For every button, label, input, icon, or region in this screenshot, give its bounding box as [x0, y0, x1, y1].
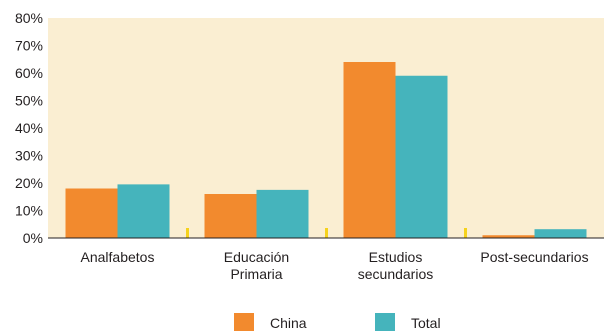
x-category-label: Educación [224, 249, 289, 265]
category-separator [186, 228, 189, 238]
bar-china [343, 62, 396, 238]
category-separator [464, 228, 467, 238]
y-tick-label: 20% [15, 175, 43, 191]
y-tick-label: 0% [23, 230, 43, 246]
legend-swatch-china [234, 313, 254, 331]
legend-label-china: China [270, 315, 307, 331]
y-tick-label: 30% [15, 148, 43, 164]
legend-swatch-total [375, 313, 395, 331]
x-category-label: Analfabetos [81, 249, 155, 265]
bar-total [256, 189, 309, 238]
x-category-label: Estudios [369, 249, 423, 265]
x-category-label: Primaria [230, 266, 282, 282]
x-category-label: secundarios [358, 266, 434, 282]
category-separator [325, 228, 328, 238]
bar-total [395, 75, 448, 238]
bar-china [65, 188, 118, 238]
bar-total [117, 184, 170, 238]
x-category-label: Post-secundarios [480, 249, 588, 265]
y-tick-label: 40% [15, 120, 43, 136]
y-tick-label: 60% [15, 65, 43, 81]
bar-china [482, 235, 535, 238]
y-tick-label: 50% [15, 93, 43, 109]
y-tick-label: 10% [15, 203, 43, 219]
bar-total [534, 229, 587, 238]
bar-china [204, 194, 257, 238]
y-tick-label: 70% [15, 38, 43, 54]
legend-label-total: Total [411, 315, 441, 331]
y-tick-label: 80% [15, 10, 43, 26]
